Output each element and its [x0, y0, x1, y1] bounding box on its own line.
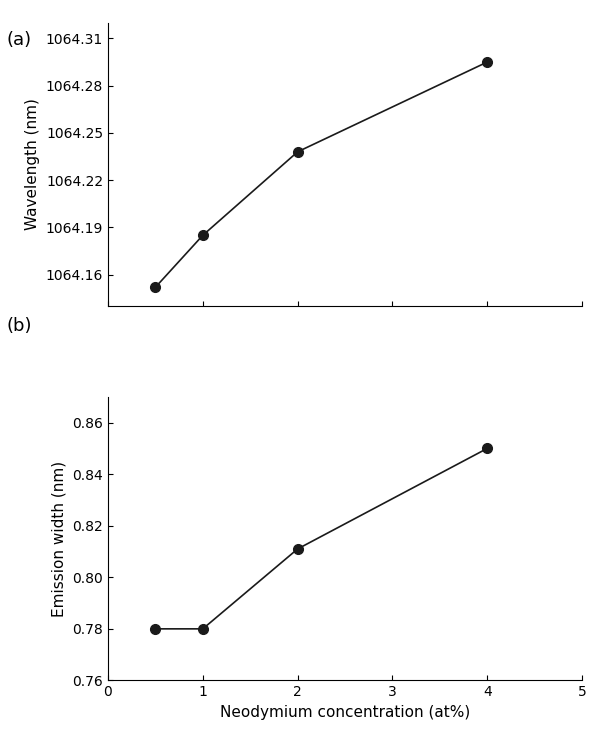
X-axis label: Neodymium concentration (at%): Neodymium concentration (at%) [220, 705, 470, 720]
Y-axis label: Emission width (nm): Emission width (nm) [52, 460, 67, 617]
Y-axis label: Wavelength (nm): Wavelength (nm) [25, 98, 40, 231]
Text: (b): (b) [6, 317, 32, 335]
Text: (a): (a) [6, 31, 31, 49]
